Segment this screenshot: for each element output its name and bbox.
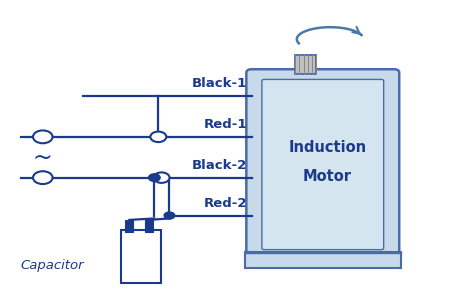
Bar [144, 220, 153, 232]
Circle shape [148, 174, 160, 181]
Text: Red-2: Red-2 [204, 197, 247, 210]
Circle shape [153, 172, 170, 183]
Text: Red-1: Red-1 [204, 118, 247, 131]
Text: Motor: Motor [303, 169, 352, 184]
Circle shape [33, 171, 53, 184]
Bar [295, 55, 316, 74]
FancyBboxPatch shape [246, 69, 399, 260]
Circle shape [33, 130, 53, 143]
FancyBboxPatch shape [262, 79, 384, 250]
Text: Capacitor: Capacitor [21, 259, 84, 271]
Text: Induction: Induction [288, 140, 366, 154]
Text: Black-1: Black-1 [192, 77, 247, 90]
Circle shape [150, 132, 166, 142]
Text: Black-2: Black-2 [192, 159, 247, 172]
Bar [121, 230, 161, 282]
Text: ~: ~ [33, 145, 53, 169]
Bar [245, 252, 400, 268]
Circle shape [164, 212, 175, 219]
Bar [126, 220, 133, 232]
